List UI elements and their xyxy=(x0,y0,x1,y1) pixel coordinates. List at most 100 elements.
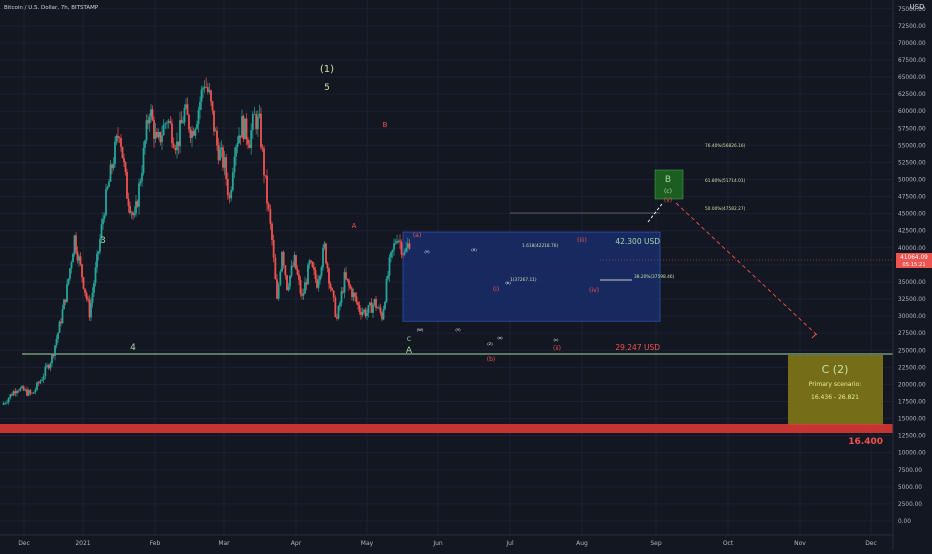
candle-body xyxy=(337,306,340,319)
time-tick-label: 2021 xyxy=(75,540,90,547)
candle-body xyxy=(319,275,321,281)
price-tick-label: 67500.00 xyxy=(898,58,926,64)
candle-body xyxy=(266,175,268,204)
candle-body xyxy=(133,213,136,216)
candle-body xyxy=(367,305,370,314)
price-tick-label: 12500.00 xyxy=(898,434,926,440)
candle-body xyxy=(284,265,287,276)
candle-body xyxy=(385,278,388,303)
candle-body xyxy=(44,366,47,377)
candle-body xyxy=(196,124,198,129)
candle-body xyxy=(123,157,125,163)
candle-body xyxy=(381,312,383,320)
fib-label: 76.40%(56826.16) xyxy=(705,143,746,149)
candle-body xyxy=(60,321,62,324)
candle-body xyxy=(342,291,344,293)
candle-body xyxy=(127,198,130,206)
candle-body xyxy=(41,379,43,381)
candle-body xyxy=(105,189,107,216)
candle-body xyxy=(191,130,193,139)
candle-body xyxy=(299,279,302,294)
arrow-head xyxy=(811,333,817,339)
candle-body xyxy=(12,391,15,396)
candle-body xyxy=(156,132,158,138)
price-tick-label: 27500.00 xyxy=(898,331,926,337)
price-tick-label: 60000.00 xyxy=(898,109,926,115)
candle-body xyxy=(148,117,151,124)
current-price-value: 41064.09 xyxy=(900,255,928,261)
candle-body xyxy=(363,309,365,312)
fib-label: 1.618(42218.76) xyxy=(522,243,558,249)
wave-label: (W) xyxy=(417,327,424,332)
candle-body xyxy=(286,275,288,290)
fib-label: 61.80%(51714.01) xyxy=(705,178,746,184)
candle-body xyxy=(75,235,77,252)
price-tick-label: 52500.00 xyxy=(898,160,926,166)
candle-body xyxy=(387,275,389,279)
time-tick-label: Aug xyxy=(576,540,588,547)
candle-body xyxy=(301,293,303,296)
candle-body xyxy=(67,278,70,285)
wave-label: (Z) xyxy=(487,341,493,346)
candle-body xyxy=(136,201,139,207)
candle-body xyxy=(253,114,256,115)
candle-body xyxy=(202,88,204,90)
candle-body xyxy=(6,402,8,403)
candle-body xyxy=(199,101,201,110)
candle-body xyxy=(348,280,350,286)
candle-body xyxy=(397,240,400,242)
candle-body xyxy=(87,298,89,300)
wave-label: 4 xyxy=(130,343,136,353)
wave-label: (a) xyxy=(413,232,421,239)
candle-body xyxy=(197,109,200,125)
candle-body xyxy=(138,183,140,207)
candle-body xyxy=(102,218,104,225)
candle-body xyxy=(164,123,167,125)
support-band-label: 16.400 xyxy=(848,437,883,447)
candle-body xyxy=(311,261,314,268)
price-tick-label: 55000.00 xyxy=(898,143,926,149)
price-tick-label: 65000.00 xyxy=(898,75,926,81)
candle-body xyxy=(216,130,218,146)
price-tick-label: 62500.00 xyxy=(898,92,926,98)
candle-body xyxy=(396,241,398,243)
candle-body xyxy=(85,292,88,299)
candle-body xyxy=(129,205,131,214)
wave-label: C xyxy=(407,336,411,343)
candle-body xyxy=(408,243,411,249)
price-tick-label: 50000.00 xyxy=(898,178,926,184)
level-29247-label: 29.247 USD xyxy=(615,343,660,352)
candle-body xyxy=(93,283,95,293)
candle-body xyxy=(351,288,353,298)
candle-body xyxy=(132,212,134,216)
candle-body xyxy=(400,242,403,255)
candle-body xyxy=(96,253,98,268)
wave-label: (Y) xyxy=(455,327,461,332)
candle-body xyxy=(142,147,145,174)
price-tick-label: 0.00 xyxy=(898,519,911,525)
candle-body xyxy=(7,397,10,403)
candle-body xyxy=(290,265,293,276)
candle-body xyxy=(332,290,335,298)
candle-body xyxy=(323,243,326,249)
candle-body xyxy=(289,275,291,287)
candle-body xyxy=(200,89,203,102)
candle-body xyxy=(310,260,312,262)
candle-body xyxy=(150,109,152,118)
candle-body xyxy=(326,263,329,269)
candle-body xyxy=(399,240,401,243)
candle-body xyxy=(192,130,195,136)
candle-body xyxy=(247,139,249,145)
candle-body xyxy=(369,302,371,306)
primary-target-zone-box xyxy=(788,355,883,425)
candle-body xyxy=(171,123,173,144)
candle-body xyxy=(24,389,27,391)
candle-body xyxy=(364,309,367,317)
price-tick-label: 7500.00 xyxy=(898,468,922,474)
candle-body xyxy=(94,267,97,284)
candle-body xyxy=(179,120,181,147)
candle-body xyxy=(267,203,270,209)
time-tick-label: Oct xyxy=(723,540,734,547)
